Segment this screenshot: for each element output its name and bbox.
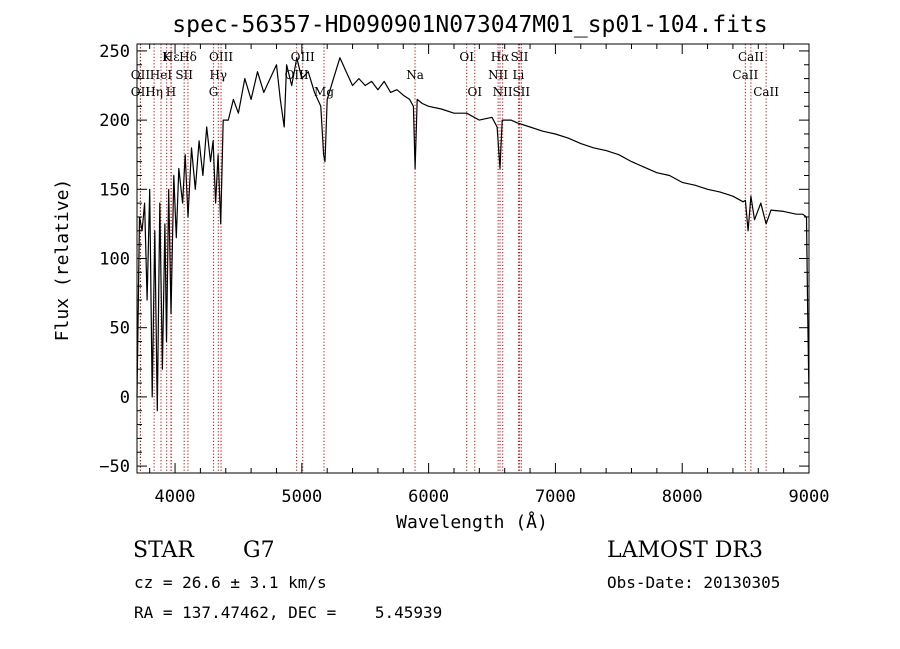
class-label: STAR	[133, 538, 194, 563]
line-label-5: HeI	[150, 68, 173, 82]
line-label-10: Hγ	[209, 68, 227, 82]
y-tick-label-1: 0	[120, 388, 130, 408]
obs-date: Obs-Date: 20130305	[607, 573, 781, 592]
line-label-17: OI	[467, 85, 482, 99]
chart-title: spec-56357-HD090901N073047M01_sp01-104.f…	[172, 12, 767, 38]
y-tick-label-0: −50	[99, 457, 130, 477]
redshift-cz: cz = 26.6 ± 3.1 km/s	[134, 573, 327, 592]
x-tick-label-4: 8000	[662, 487, 703, 507]
line-label-8: Hδ	[179, 50, 197, 64]
x-tick-label-3: 7000	[535, 487, 576, 507]
line-label-24: CaII	[738, 50, 764, 64]
line-label-9: OIII	[209, 50, 233, 64]
line-label-13: OIII	[285, 68, 309, 82]
x-tick-label-0: 4000	[155, 487, 196, 507]
y-tick-label-6: 250	[99, 42, 130, 62]
x-axis-label: Wavelength (Å)	[396, 511, 548, 533]
line-label-22: Li	[512, 68, 524, 82]
line-label-7: SII	[175, 68, 193, 82]
y-tick-label-3: 100	[99, 250, 130, 270]
line-label-12: OIII	[291, 50, 315, 64]
x-tick-label-1: 5000	[281, 487, 322, 507]
line-label-14: Mg	[314, 85, 334, 99]
line-label-20: NII	[493, 85, 513, 99]
series-layer	[136, 57, 810, 412]
ra-dec: RA = 137.47462, DEC = 5.45939	[134, 603, 443, 622]
line-label-23: SII	[512, 85, 530, 99]
survey-label: LAMOST DR3	[607, 538, 763, 563]
y-axis-label: Flux (relative)	[52, 179, 73, 342]
y-tick-label-5: 200	[99, 111, 130, 131]
line-label-16: OI	[459, 50, 474, 64]
y-tick-label-2: 50	[110, 319, 130, 339]
line-label-26: CaII	[753, 85, 779, 99]
subclass-label: G7	[243, 538, 275, 563]
plot-frame	[136, 43, 810, 474]
x-tick-label-5: 9000	[789, 487, 830, 507]
line-label-11: G	[209, 85, 219, 99]
x-tick-label-2: 6000	[408, 487, 449, 507]
axes: 4000 5000 6000 7000 8000 9000 −50 0 50 100 150 200 2…	[99, 42, 829, 507]
series-line-0	[136, 57, 810, 412]
line-label-6: H	[166, 85, 176, 99]
line-label-21: SII	[511, 50, 529, 64]
line-label-1: OII	[131, 68, 151, 82]
line-label-3: Hη	[145, 85, 163, 99]
line-label-15: Na	[406, 68, 424, 82]
y-tick-label-4: 150	[99, 180, 130, 200]
line-label-25: CaII	[732, 68, 758, 82]
line-label-19: NII	[488, 68, 508, 82]
line-label-18: Hα	[491, 50, 510, 64]
line-label-4: K	[162, 50, 172, 64]
